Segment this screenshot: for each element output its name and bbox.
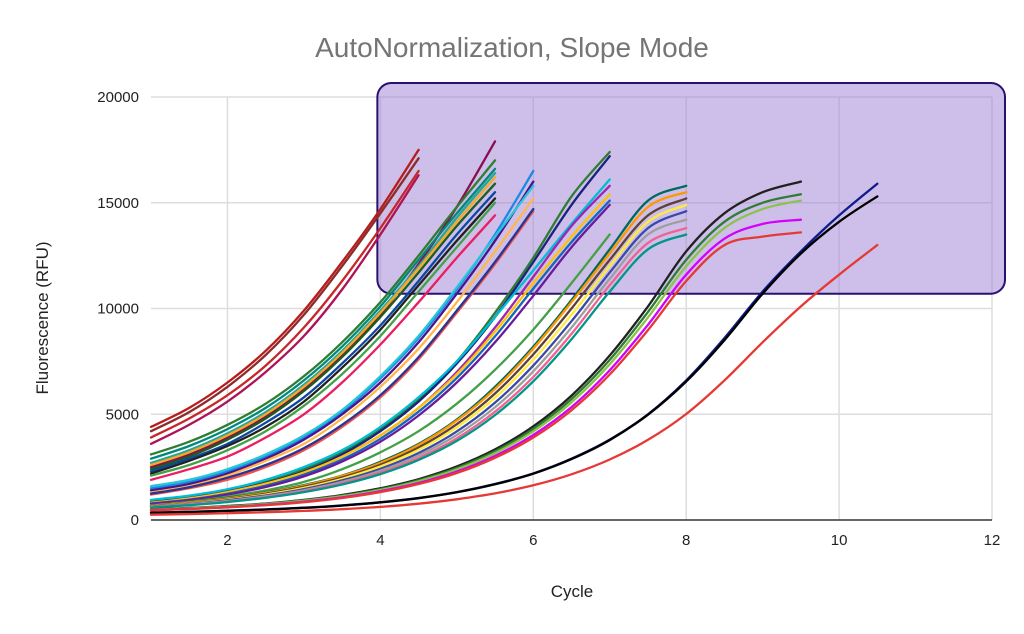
x-tick-label: 10 [831, 532, 848, 549]
series-line-s9 [149, 176, 497, 467]
y-tick-label: 5000 [106, 406, 139, 423]
series-line-s41 [149, 231, 803, 512]
series-layer [149, 140, 879, 516]
y-axis-label: Fluorescence (RFU) [33, 241, 52, 394]
series-line-s10 [149, 182, 497, 471]
series-line-s8 [149, 171, 497, 465]
x-tick-label: 2 [223, 532, 231, 549]
tick-labels: 0 5000 10000 15000 20000 2 4 6 8 10 12 [97, 89, 1000, 549]
series-line-s7 [149, 167, 497, 460]
y-tick-label: 15000 [97, 195, 139, 212]
series-line-s27 [149, 203, 611, 506]
series-line-s2 [149, 157, 420, 433]
x-axis-label: Cycle [551, 582, 594, 601]
highlight-region [376, 82, 1006, 295]
x-tick-label: 6 [529, 532, 537, 549]
series-line-s1 [149, 148, 420, 429]
series-line-s11 [149, 191, 497, 473]
series-line-s44 [149, 243, 879, 516]
series-line-s16 [149, 180, 535, 492]
series-line-s19 [149, 210, 535, 496]
series-line-s23 [149, 178, 611, 502]
series-line-s25 [149, 193, 611, 504]
x-tick-label: 8 [682, 532, 690, 549]
x-tick-label: 12 [984, 532, 1001, 549]
series-line-s14 [149, 214, 497, 481]
series-line-s4 [149, 174, 420, 446]
series-line-s18 [149, 197, 535, 494]
highlight-layer [376, 82, 1006, 295]
series-line-s17 [149, 184, 535, 488]
x-tick-label: 4 [376, 532, 384, 549]
series-line-s13 [149, 201, 497, 477]
y-tick-label: 0 [131, 512, 139, 529]
series-line-s43 [149, 195, 879, 514]
y-tick-label: 20000 [97, 89, 139, 106]
series-line-s3 [149, 169, 420, 439]
chart-title: AutoNormalization, Slope Mode [315, 32, 709, 63]
series-line-s12 [149, 197, 497, 475]
y-tick-label: 10000 [97, 301, 139, 318]
series-line-s36 [149, 233, 688, 509]
series-line-s6 [149, 159, 497, 456]
series-line-s20 [149, 207, 535, 495]
